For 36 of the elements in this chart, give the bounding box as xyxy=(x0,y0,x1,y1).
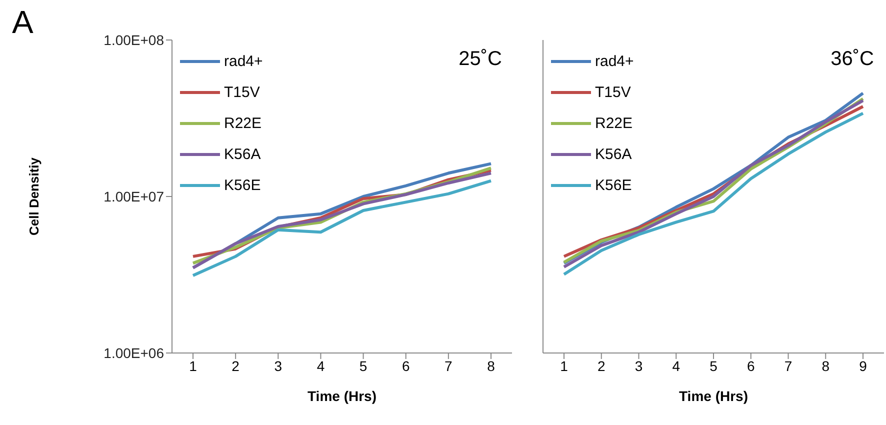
legend-label: T15V xyxy=(595,84,631,101)
y-axis-title: Cell Densitiy xyxy=(26,156,42,236)
x-tick-label: 8 xyxy=(822,358,830,374)
x-tick-label: 7 xyxy=(784,358,792,374)
x-axis-title: Time (Hrs) xyxy=(308,388,376,404)
annotation: 36˚C xyxy=(830,48,874,71)
x-tick-label: 6 xyxy=(746,358,755,374)
text: A xyxy=(12,4,34,41)
x-tick-label: 5 xyxy=(710,358,718,374)
x-tick-label: 2 xyxy=(232,358,240,374)
legend-label: K56A xyxy=(595,146,632,163)
legend-label: K56A xyxy=(224,146,261,163)
legend-label: T15V xyxy=(224,84,260,101)
x-tick-label: 2 xyxy=(597,358,606,374)
legend-label: R22E xyxy=(595,115,633,132)
x-tick-label: 9 xyxy=(859,358,868,374)
x-tick-label: 4 xyxy=(672,358,680,374)
x-tick-label: 1 xyxy=(189,358,198,374)
x-axis-title: Time (Hrs) xyxy=(679,388,748,404)
legend-label: R22E xyxy=(224,115,262,132)
legend-label: K56E xyxy=(224,177,261,194)
y-tick-label: 1.00E+08 xyxy=(104,32,164,48)
x-tick-label: 8 xyxy=(487,358,496,374)
x-tick-label: 3 xyxy=(274,358,282,374)
annotation: 25˚C xyxy=(458,48,502,71)
legend-label: rad4+ xyxy=(595,53,634,70)
x-tick-label: 1 xyxy=(560,358,568,374)
y-tick-label: 1.00E+07 xyxy=(104,188,164,204)
x-tick-label: 7 xyxy=(444,358,453,374)
x-tick-label: 3 xyxy=(634,358,643,374)
x-tick-label: 4 xyxy=(316,358,325,374)
x-tick-label: 5 xyxy=(359,358,368,374)
legend-label: K56E xyxy=(595,177,632,194)
y-tick-label: 1.00E+06 xyxy=(104,344,164,361)
x-tick-label: 6 xyxy=(402,358,410,374)
legend-label: rad4+ xyxy=(224,53,263,70)
